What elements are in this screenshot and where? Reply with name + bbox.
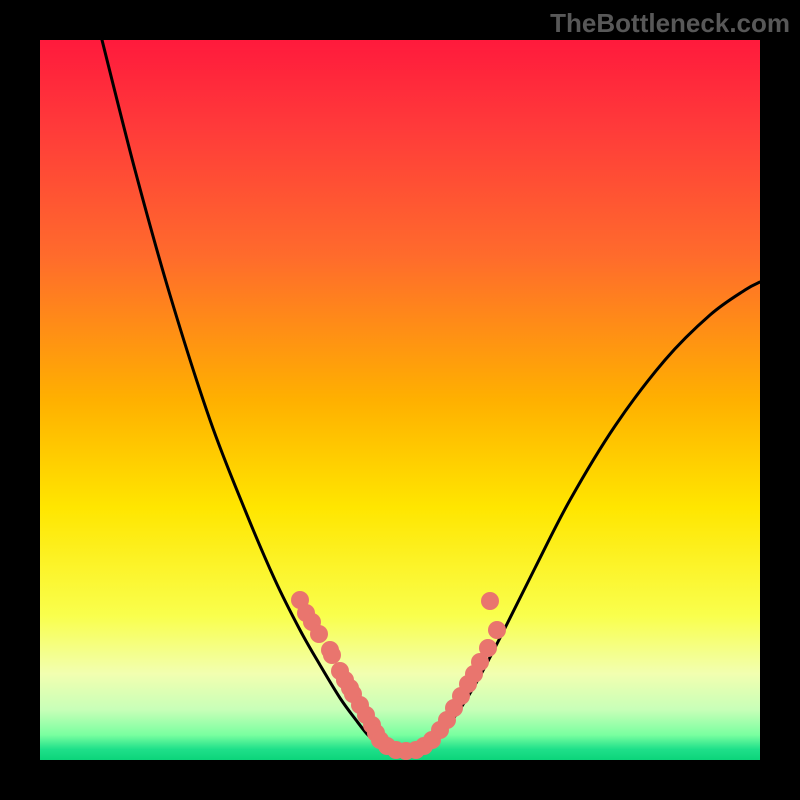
plot-area xyxy=(40,40,760,760)
gradient-background xyxy=(40,40,760,760)
data-dot xyxy=(310,625,328,643)
data-dot xyxy=(481,592,499,610)
watermark-text: TheBottleneck.com xyxy=(550,8,790,39)
data-dot xyxy=(323,646,341,664)
chart-svg xyxy=(40,40,760,760)
data-dot xyxy=(479,639,497,657)
data-dot xyxy=(488,621,506,639)
